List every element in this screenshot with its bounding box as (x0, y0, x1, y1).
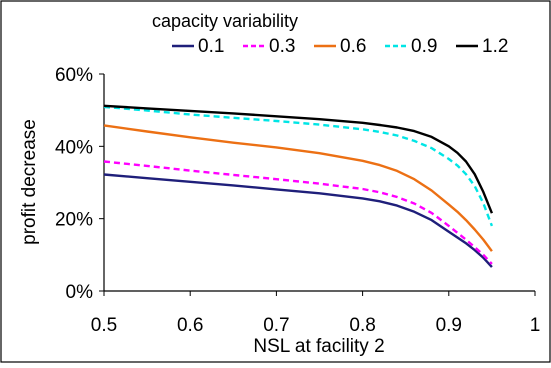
legend-label: 1.2 (482, 36, 508, 57)
x-tick-label: 0.9 (436, 315, 462, 336)
x-tick-label: 1 (530, 315, 541, 336)
series-line-0-1 (103, 173, 493, 268)
series-line-0-9 (103, 105, 494, 227)
series-line-1-2 (103, 104, 494, 214)
legend: 0.1 0.3 0.6 0.9 1.2 (172, 36, 508, 57)
ticks: 0.5 0.6 0.7 0.8 0.9 1 0% 20% 40% 60% (55, 65, 540, 336)
x-axis-title: NSL at facility 2 (253, 336, 384, 357)
x-tick-label: 0.6 (177, 315, 203, 336)
y-axis-title: profit decrease (19, 119, 40, 245)
series-line-0-3 (103, 160, 493, 265)
legend-title: capacity variability (152, 11, 298, 31)
y-tick-label: 20% (55, 210, 93, 231)
legend-label: 0.1 (198, 36, 224, 57)
y-tick-label: 40% (55, 137, 93, 158)
legend-label: 0.9 (411, 36, 437, 57)
y-tick-label: 60% (55, 65, 93, 86)
x-tick-label: 0.8 (349, 315, 375, 336)
series-group (103, 104, 494, 268)
legend-label: 0.3 (269, 36, 295, 57)
x-tick-label: 0.5 (91, 315, 117, 336)
series-line-0-6 (103, 124, 493, 252)
legend-label: 0.6 (340, 36, 366, 57)
y-tick-label: 0% (66, 282, 94, 303)
x-tick-label: 0.7 (263, 315, 289, 336)
axes (103, 74, 535, 292)
